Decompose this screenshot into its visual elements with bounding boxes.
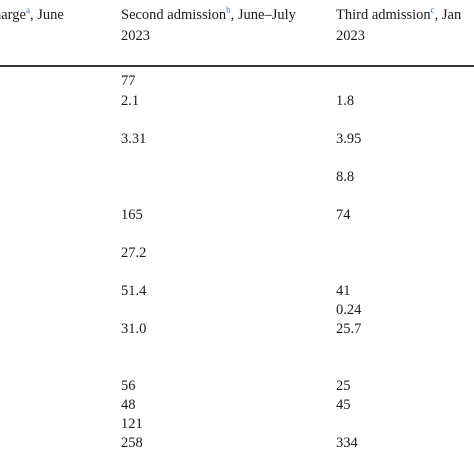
table-cell: 165 [121,207,143,223]
table-cell: 25.7 [336,321,362,337]
column-header-text: Second admission [121,7,227,23]
table-cell: 41 [336,283,351,299]
column-header-discharge: hargea, June [0,5,64,26]
table-cell: 258 [121,435,143,451]
footnote-marker-c[interactable]: c [430,5,435,15]
header-rule [0,65,474,67]
table-cell: 25 [336,378,351,394]
table-cell: 3.95 [336,131,362,147]
footnote-marker-b[interactable]: b [226,5,231,15]
table-cell: 56 [121,378,136,394]
table-cell: 8.8 [336,169,355,185]
table-cell: 48 [121,397,136,413]
footnote-marker-a[interactable]: a [25,5,30,15]
column-header-second-admission: Second admissionb, June–July 2023 [121,5,296,47]
table-cell: 3.31 [121,131,147,147]
column-header-year: 2023 [121,28,150,44]
table-cell: 45 [336,397,351,413]
column-header-third-admission: Third admissionc, Jan 2023 [336,5,461,47]
column-header-text: harge [0,7,26,23]
table-cell: 77 [121,73,136,89]
table-cell: 31.0 [121,321,147,337]
column-header-text: Third admission [336,7,431,23]
table-cell: 27.2 [121,245,147,261]
table-cell: 0.24 [336,302,362,318]
table-cell: 1.8 [336,93,355,109]
table-cell: 2.1 [121,93,140,109]
column-header-year: 2023 [336,28,365,44]
table-cell: 121 [121,416,143,432]
table-cell: 51.4 [121,283,147,299]
table-cell: 334 [336,435,358,451]
table-cell: 74 [336,207,351,223]
